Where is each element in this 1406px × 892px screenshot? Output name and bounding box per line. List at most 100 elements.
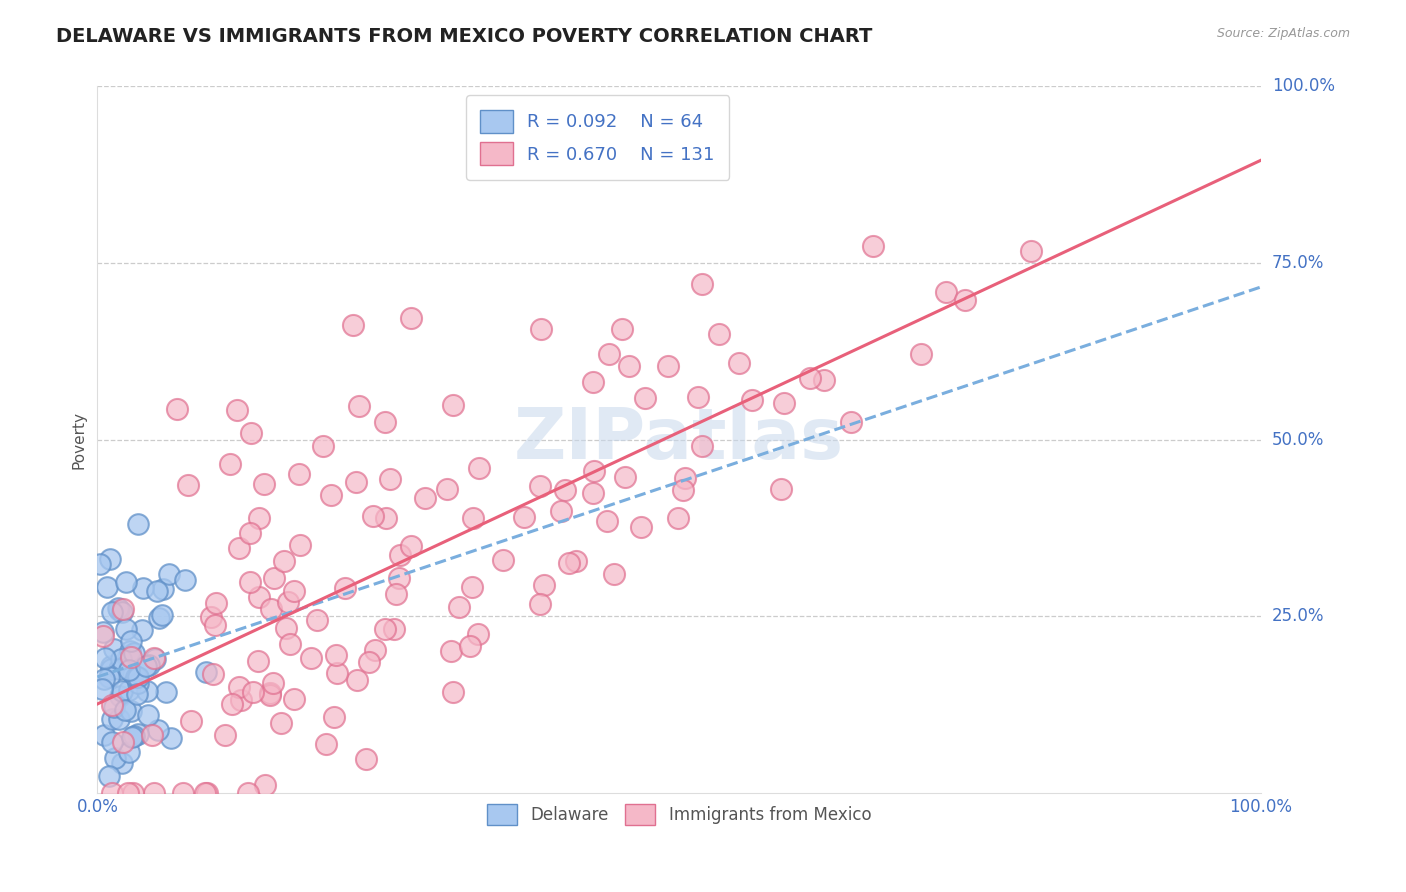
Point <box>122 647 145 661</box>
Point <box>263 571 285 585</box>
Point <box>93 673 115 687</box>
Point <box>1019 244 1042 258</box>
Point <box>565 554 588 568</box>
Point <box>150 607 173 622</box>
Point <box>108 712 131 726</box>
Point <box>378 472 401 486</box>
Point <box>146 723 169 737</box>
Point <box>194 665 217 680</box>
Point <box>228 680 250 694</box>
Point <box>166 402 188 417</box>
Point <box>619 359 641 374</box>
Point <box>93 629 115 643</box>
Point <box>89 557 111 571</box>
Point <box>121 730 143 744</box>
Point <box>103 642 125 657</box>
Point <box>582 486 605 500</box>
Point <box>93 728 115 742</box>
Point <box>603 567 626 582</box>
Point <box>136 684 159 698</box>
Point <box>131 623 153 637</box>
Point <box>260 601 283 615</box>
Point <box>277 595 299 609</box>
Point <box>108 689 131 703</box>
Text: ZIPatlas: ZIPatlas <box>515 405 844 474</box>
Point <box>135 659 157 673</box>
Point <box>288 467 311 481</box>
Point <box>120 633 142 648</box>
Point <box>202 667 225 681</box>
Point <box>100 605 122 619</box>
Point <box>690 277 713 291</box>
Point <box>120 704 142 718</box>
Point <box>401 310 423 325</box>
Point <box>492 553 515 567</box>
Point <box>118 663 141 677</box>
Point <box>610 322 633 336</box>
Point <box>388 571 411 585</box>
Point <box>108 602 131 616</box>
Point <box>283 583 305 598</box>
Point <box>107 601 129 615</box>
Point <box>283 691 305 706</box>
Point <box>247 510 270 524</box>
Point <box>172 786 194 800</box>
Point <box>242 685 264 699</box>
Text: 50.0%: 50.0% <box>1272 431 1324 449</box>
Point <box>246 654 269 668</box>
Point <box>157 566 180 581</box>
Point <box>112 602 135 616</box>
Point <box>118 682 141 697</box>
Point <box>152 582 174 596</box>
Point <box>97 670 120 684</box>
Point <box>467 627 489 641</box>
Point <box>513 509 536 524</box>
Point <box>862 239 884 253</box>
Point <box>839 416 862 430</box>
Point <box>666 510 689 524</box>
Point <box>458 639 481 653</box>
Point <box>630 520 652 534</box>
Point <box>125 670 148 684</box>
Point <box>311 439 333 453</box>
Point <box>382 622 405 636</box>
Point <box>441 399 464 413</box>
Point <box>200 610 222 624</box>
Point <box>773 396 796 410</box>
Point <box>122 786 145 800</box>
Point <box>441 685 464 699</box>
Point <box>231 693 253 707</box>
Point <box>111 684 134 698</box>
Point <box>122 667 145 681</box>
Point <box>273 554 295 568</box>
Point <box>262 675 284 690</box>
Point <box>100 662 122 676</box>
Point <box>247 590 270 604</box>
Point <box>127 670 149 684</box>
Point <box>143 651 166 665</box>
Point <box>690 439 713 453</box>
Point <box>90 681 112 696</box>
Text: 25.0%: 25.0% <box>1272 607 1324 625</box>
Point <box>657 359 679 374</box>
Point <box>219 457 242 471</box>
Point <box>460 580 482 594</box>
Point <box>141 727 163 741</box>
Y-axis label: Poverty: Poverty <box>72 410 86 468</box>
Point <box>120 644 142 658</box>
Point <box>174 573 197 587</box>
Point <box>322 710 344 724</box>
Point <box>239 426 262 441</box>
Point <box>194 786 217 800</box>
Point <box>110 652 132 666</box>
Point <box>673 471 696 485</box>
Point <box>100 658 122 673</box>
Point <box>707 327 730 342</box>
Point <box>148 611 170 625</box>
Point <box>138 657 160 672</box>
Point <box>145 584 167 599</box>
Point <box>120 649 142 664</box>
Point <box>440 644 463 658</box>
Point <box>315 738 337 752</box>
Point <box>529 597 551 611</box>
